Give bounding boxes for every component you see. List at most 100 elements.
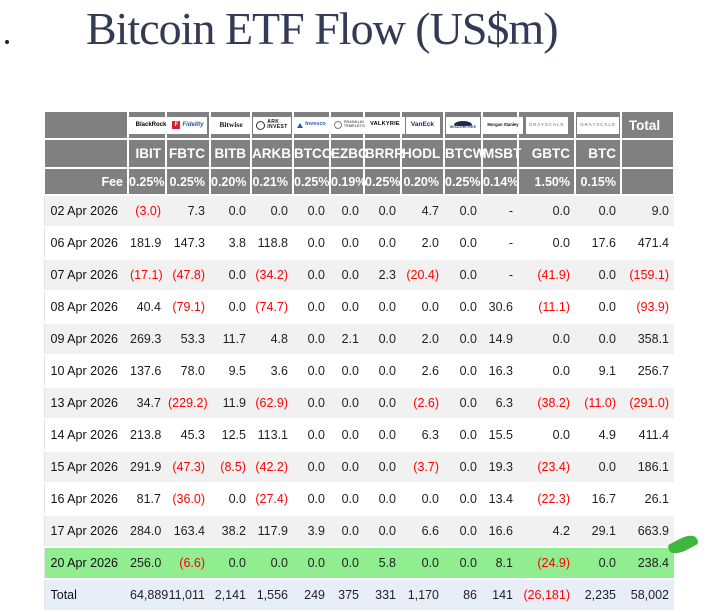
value-cell: (47.8) (166, 259, 210, 292)
table-row: 13 Apr 2026 34.7 (229.2) 11.9 (62.9) 0.0 0.0 0.… (43, 387, 674, 420)
value-cell: 15.5 (482, 419, 518, 452)
value-cell: 0.0 (444, 451, 482, 484)
value-cell: (23.4) (518, 451, 575, 484)
table-row: 17 Apr 2026 284.0 163.4 38.2 117.9 3.9 0.0 0.0 6… (43, 515, 674, 548)
fee-total-blank (620, 167, 675, 196)
value-cell: (36.0) (166, 483, 210, 516)
value-cell: 0.0 (293, 195, 330, 228)
grayscale-logo: GRAYSCALE (525, 116, 568, 134)
value-cell: 147.3 (166, 227, 210, 260)
value-cell: 40.4 (128, 291, 166, 324)
page-title: Bitcoin ETF Flow (US$m) (86, 3, 559, 54)
value-cell: 181.9 (128, 227, 166, 260)
logo-cell-arkb: ARK INVEST (250, 110, 294, 140)
date-cell: 15 Apr 2026 (43, 451, 128, 484)
ark-invest-logo: ARK INVEST (253, 116, 291, 134)
value-cell: 0.0 (444, 291, 482, 324)
grayscale-logo: GRAYSCALE (577, 116, 619, 134)
value-cell: 375 (330, 579, 364, 612)
value-cell: 11,011 (166, 579, 210, 612)
date-cell: 16 Apr 2026 (43, 483, 128, 516)
value-cell: 0.0 (575, 195, 621, 228)
date-cell: 07 Apr 2026 (43, 259, 128, 292)
table-row: 14 Apr 2026 213.8 45.3 12.5 113.1 0.0 0.0 0.0 6.… (43, 419, 674, 452)
fidelity-logo: F Fidelity (169, 116, 207, 134)
ticker-ibit: IBIT (127, 138, 167, 169)
stray-dot (5, 40, 9, 44)
value-cell: 118.8 (251, 227, 293, 260)
value-cell: 34.7 (128, 387, 166, 420)
value-cell: 2.1 (330, 323, 364, 356)
value-cell: 2,235 (575, 579, 621, 612)
blackrock-logo: BlackRock (129, 116, 173, 134)
logo-cell-btco: Invesco (292, 110, 331, 140)
fee-bitb: 0.20% (209, 167, 252, 196)
ticker-hodl: HODL (400, 138, 445, 169)
value-cell: 0.0 (364, 195, 401, 228)
value-cell: 238.4 (621, 547, 674, 580)
logo-cell-fbtc: F Fidelity (165, 110, 211, 140)
value-cell: 0.0 (210, 195, 251, 228)
value-cell: 0.0 (518, 419, 575, 452)
value-cell: 291.9 (128, 451, 166, 484)
value-cell: (26,181) (518, 579, 575, 612)
value-cell: 45.3 (166, 419, 210, 452)
value-cell: 0.0 (364, 419, 401, 452)
value-cell: 16.6 (482, 515, 518, 548)
value-cell: 0.0 (210, 483, 251, 516)
franklin-circle-icon (334, 121, 342, 129)
fee-ezbc: 0.19% (329, 167, 366, 196)
value-cell: 249 (293, 579, 330, 612)
value-cell: 2.3 (364, 259, 401, 292)
wisdomtree-swoosh-icon (453, 120, 472, 126)
ticker-brrr: BRRR (363, 138, 404, 169)
fidelity-f-icon: F (172, 121, 181, 129)
value-cell: 0.0 (210, 259, 251, 292)
value-cell: 0.0 (330, 259, 364, 292)
ticker-arkb: ARKB (250, 138, 294, 169)
value-cell: 53.3 (166, 323, 210, 356)
date-cell: 06 Apr 2026 (43, 227, 128, 260)
table-row: 09 Apr 2026 269.3 53.3 11.7 4.8 0.0 2.1 0.0 2.0 0… (43, 323, 674, 356)
value-cell: - (482, 195, 518, 228)
value-cell: 0.0 (364, 451, 401, 484)
table-row: 16 Apr 2026 81.7 (36.0) 0.0 (27.4) 0.0 0.0 0.0 0… (43, 483, 674, 516)
value-cell: 0.0 (575, 291, 621, 324)
fee-hodl: 0.20% (400, 167, 445, 196)
value-cell: (2.6) (401, 387, 444, 420)
value-cell: 0.0 (364, 227, 401, 260)
value-cell: 2.0 (401, 323, 444, 356)
ticker-btcw: BTCW (443, 138, 486, 169)
logo-cell-btcw: WISDOMTREE (443, 110, 483, 140)
value-cell: 64,889 (128, 579, 168, 612)
table-row: 02 Apr 2026 (3.0) 7.3 0.0 0.0 0.0 0.0 0.0 4.7 0.0… (43, 195, 674, 228)
invesco-logo: Invesco (294, 116, 329, 134)
table-row: 07 Apr 2026 (17.1) (47.8) 0.0 (34.2) 0.0 0.0 2.… (43, 259, 674, 292)
value-cell: (22.3) (518, 483, 575, 516)
value-cell: 663.9 (621, 515, 674, 548)
value-cell: 0.0 (330, 451, 364, 484)
value-cell: 0.0 (364, 515, 401, 548)
value-cell: 0.0 (330, 419, 364, 452)
date-cell: 02 Apr 2026 (43, 195, 128, 228)
value-cell: 0.0 (575, 323, 621, 356)
value-cell: (11.0) (575, 387, 621, 420)
value-cell: 2,141 (210, 579, 251, 612)
value-cell: 4.2 (518, 515, 575, 548)
value-cell: 0.0 (330, 515, 364, 548)
fee-arkb: 0.21% (250, 167, 294, 196)
value-cell: 3.6 (251, 355, 293, 388)
value-cell: 0.0 (251, 195, 293, 228)
value-cell: 0.0 (444, 323, 482, 356)
logo-cell-bitb: Bitwise (209, 110, 252, 140)
value-cell: 0.0 (364, 323, 401, 356)
value-cell: 0.0 (575, 547, 621, 580)
value-cell: - (482, 259, 518, 292)
fee-btcw: 0.25% (443, 167, 483, 196)
value-cell: 0.0 (293, 483, 330, 516)
value-cell: 86 (444, 579, 482, 612)
value-cell: 11.9 (210, 387, 251, 420)
value-cell: 0.0 (518, 323, 575, 356)
value-cell: 17.6 (575, 227, 621, 260)
value-cell: (62.9) (251, 387, 293, 420)
